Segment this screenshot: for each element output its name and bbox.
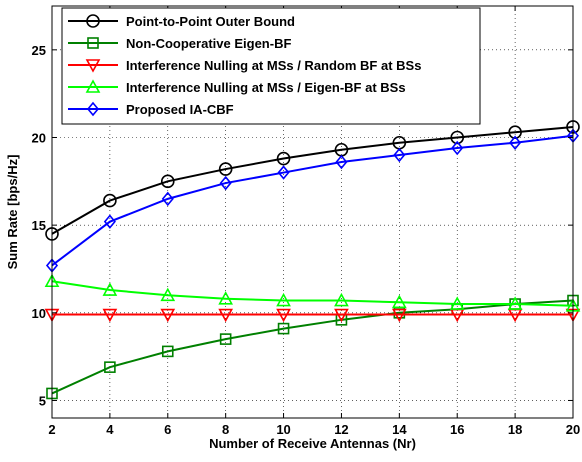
series-line	[51, 299, 574, 395]
x-tick-label: 14	[392, 422, 407, 437]
x-tick-label: 18	[508, 422, 522, 437]
data-point	[160, 174, 175, 189]
data-point	[219, 175, 232, 191]
y-tick-label: 20	[32, 130, 46, 145]
series-4	[44, 273, 581, 312]
x-tick-label: 4	[106, 422, 114, 437]
plot-frame	[51, 5, 574, 419]
x-axis-label: Number of Receive Antennas (Nr)	[209, 436, 416, 451]
legend-marker	[85, 79, 101, 93]
data-point	[161, 191, 174, 207]
data-point	[393, 147, 406, 163]
data-point	[161, 345, 174, 358]
legend-label: Point-to-Point Outer Bound	[126, 14, 295, 29]
x-tick-label: 8	[222, 422, 229, 437]
data-point	[391, 308, 407, 323]
legend-item: Non-Cooperative Eigen-BF	[68, 36, 291, 51]
y-tick-label: 5	[39, 393, 46, 408]
series-line	[51, 125, 574, 235]
y-tick-label: 25	[32, 43, 46, 58]
data-point	[276, 292, 291, 307]
y-tick-label: 15	[32, 218, 46, 233]
data-point	[334, 308, 349, 323]
data-point	[451, 140, 464, 156]
x-tick-label: 16	[450, 422, 464, 437]
series-line	[51, 134, 574, 267]
legend-label: Interference Nulling at MSs / Random BF …	[126, 58, 421, 73]
legend-marker	[85, 59, 101, 73]
data-point	[450, 130, 465, 145]
data-point	[102, 282, 118, 296]
legend-item: Interference Nulling at MSs / Eigen-BF a…	[68, 79, 406, 95]
data-point	[334, 292, 349, 307]
legend-label: Interference Nulling at MSs / Eigen-BF a…	[126, 80, 406, 95]
legend-label: Non-Cooperative Eigen-BF	[126, 36, 291, 51]
data-point	[103, 193, 117, 208]
data-point	[449, 296, 465, 310]
legend-marker	[86, 101, 100, 117]
legend-item: Point-to-Point Outer Bound	[68, 14, 295, 29]
data-point	[218, 162, 233, 176]
data-point	[276, 308, 291, 323]
data-point	[277, 322, 290, 335]
data-point	[509, 135, 522, 150]
legend-item: Interference Nulling at MSs / Random BF …	[68, 58, 421, 73]
data-point	[104, 361, 116, 373]
x-tick-label: 6	[164, 422, 171, 437]
data-point	[218, 291, 234, 305]
y-axis-label: Sum Rate [bps/Hz]	[5, 155, 20, 270]
series-line	[51, 280, 574, 307]
data-point	[391, 294, 407, 309]
data-point	[160, 287, 176, 302]
legend-label: Proposed IA-CBF	[126, 102, 234, 117]
data-point	[277, 165, 290, 180]
data-point	[507, 296, 523, 310]
data-point	[102, 308, 118, 323]
x-tick-label: 2	[48, 422, 55, 437]
data-point	[218, 308, 234, 323]
legend-box	[61, 7, 481, 125]
data-point	[219, 333, 232, 345]
legend-marker	[87, 37, 99, 49]
data-point	[276, 151, 291, 166]
legend-marker	[86, 14, 100, 28]
axis-ticks: 2 4 6 8 10 12 14 16 18 20 5 10 15 20 25	[32, 6, 580, 437]
legend: Point-to-Point Outer Bound Non-Cooperativ…	[61, 7, 481, 125]
data-point	[508, 125, 522, 140]
data-point	[335, 154, 348, 170]
x-tick-label: 10	[276, 422, 290, 437]
legend-item: Proposed IA-CBF	[68, 101, 234, 117]
y-tick-label: 10	[32, 306, 46, 321]
x-tick-label: 12	[334, 422, 348, 437]
x-tick-label: 20	[566, 422, 580, 437]
data-point	[103, 214, 116, 229]
data-point	[160, 308, 176, 323]
